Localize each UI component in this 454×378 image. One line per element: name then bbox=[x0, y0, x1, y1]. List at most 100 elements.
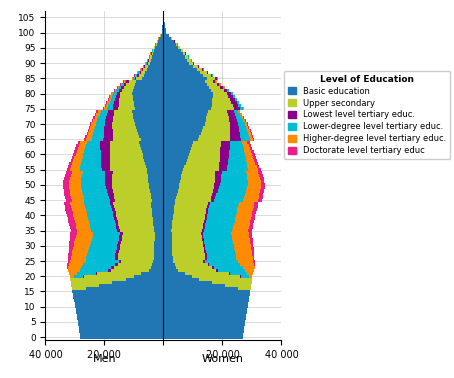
Bar bbox=[142, 272, 163, 275]
Bar bbox=[163, 278, 199, 281]
Bar bbox=[109, 104, 114, 107]
Bar bbox=[235, 113, 240, 116]
Bar bbox=[189, 153, 220, 156]
Bar bbox=[101, 153, 110, 156]
Bar bbox=[229, 116, 236, 119]
Bar bbox=[118, 86, 119, 89]
Bar bbox=[258, 171, 262, 174]
Bar bbox=[101, 156, 110, 159]
Bar bbox=[220, 86, 223, 89]
Bar bbox=[110, 162, 145, 165]
Bar bbox=[134, 86, 163, 89]
Bar bbox=[77, 318, 163, 321]
Bar bbox=[176, 195, 212, 198]
Bar bbox=[163, 25, 165, 28]
Bar bbox=[109, 195, 114, 198]
Bar bbox=[108, 269, 111, 272]
Bar bbox=[106, 116, 113, 119]
Bar bbox=[79, 269, 108, 272]
Bar bbox=[163, 62, 189, 65]
Bar bbox=[188, 156, 220, 159]
Bar bbox=[71, 195, 84, 198]
Bar bbox=[152, 263, 163, 266]
Bar bbox=[163, 327, 244, 330]
Bar bbox=[238, 260, 253, 263]
Bar bbox=[81, 266, 111, 269]
Bar bbox=[207, 214, 236, 217]
Bar bbox=[247, 165, 257, 168]
Bar bbox=[80, 336, 163, 339]
Bar bbox=[251, 217, 255, 220]
Bar bbox=[71, 165, 80, 168]
Bar bbox=[233, 244, 251, 247]
Bar bbox=[203, 244, 205, 247]
Bar bbox=[221, 147, 230, 150]
Bar bbox=[84, 138, 86, 141]
Bar bbox=[163, 153, 189, 156]
Bar bbox=[67, 168, 70, 171]
Bar bbox=[192, 275, 240, 278]
Bar bbox=[81, 186, 106, 189]
Bar bbox=[191, 147, 221, 150]
Bar bbox=[163, 68, 197, 71]
Bar bbox=[203, 125, 230, 129]
Bar bbox=[105, 171, 113, 174]
Bar bbox=[163, 263, 175, 266]
Bar bbox=[107, 101, 110, 104]
Bar bbox=[212, 192, 216, 195]
Bar bbox=[90, 125, 95, 129]
Bar bbox=[70, 159, 74, 162]
Bar bbox=[190, 150, 220, 153]
Bar bbox=[252, 256, 254, 260]
Bar bbox=[163, 330, 244, 333]
Bar bbox=[151, 59, 163, 62]
Bar bbox=[81, 183, 105, 186]
Bar bbox=[114, 104, 118, 107]
Bar bbox=[228, 162, 247, 165]
Bar bbox=[202, 129, 230, 132]
Bar bbox=[113, 129, 137, 132]
Bar bbox=[216, 269, 218, 272]
Bar bbox=[153, 50, 154, 53]
Bar bbox=[163, 141, 193, 144]
Bar bbox=[69, 189, 82, 192]
Bar bbox=[139, 71, 141, 74]
Bar bbox=[163, 56, 185, 59]
Bar bbox=[143, 74, 163, 77]
Bar bbox=[78, 321, 163, 324]
Bar bbox=[163, 119, 206, 122]
Bar bbox=[153, 220, 163, 223]
Bar bbox=[212, 104, 232, 107]
Bar bbox=[162, 31, 163, 34]
Bar bbox=[114, 217, 117, 220]
Bar bbox=[222, 171, 247, 174]
Bar bbox=[199, 278, 252, 281]
Bar bbox=[120, 83, 121, 86]
Bar bbox=[197, 68, 202, 71]
Bar bbox=[219, 168, 227, 171]
Bar bbox=[86, 287, 163, 290]
Bar bbox=[89, 129, 94, 132]
Bar bbox=[114, 101, 119, 104]
Bar bbox=[113, 132, 138, 135]
Bar bbox=[213, 189, 217, 192]
Bar bbox=[202, 235, 203, 238]
Bar bbox=[82, 189, 107, 192]
Bar bbox=[94, 129, 104, 132]
Bar bbox=[230, 135, 240, 138]
Bar bbox=[75, 220, 89, 223]
Bar bbox=[163, 122, 205, 125]
Bar bbox=[108, 110, 114, 113]
Bar bbox=[144, 65, 145, 68]
Bar bbox=[119, 260, 121, 263]
Bar bbox=[163, 162, 186, 165]
Bar bbox=[107, 113, 114, 116]
Bar bbox=[173, 250, 204, 253]
Bar bbox=[154, 241, 163, 244]
Bar bbox=[232, 238, 250, 241]
Bar bbox=[87, 135, 92, 138]
Bar bbox=[217, 83, 219, 86]
Bar bbox=[142, 150, 163, 153]
Bar bbox=[206, 211, 208, 214]
Bar bbox=[203, 223, 205, 226]
